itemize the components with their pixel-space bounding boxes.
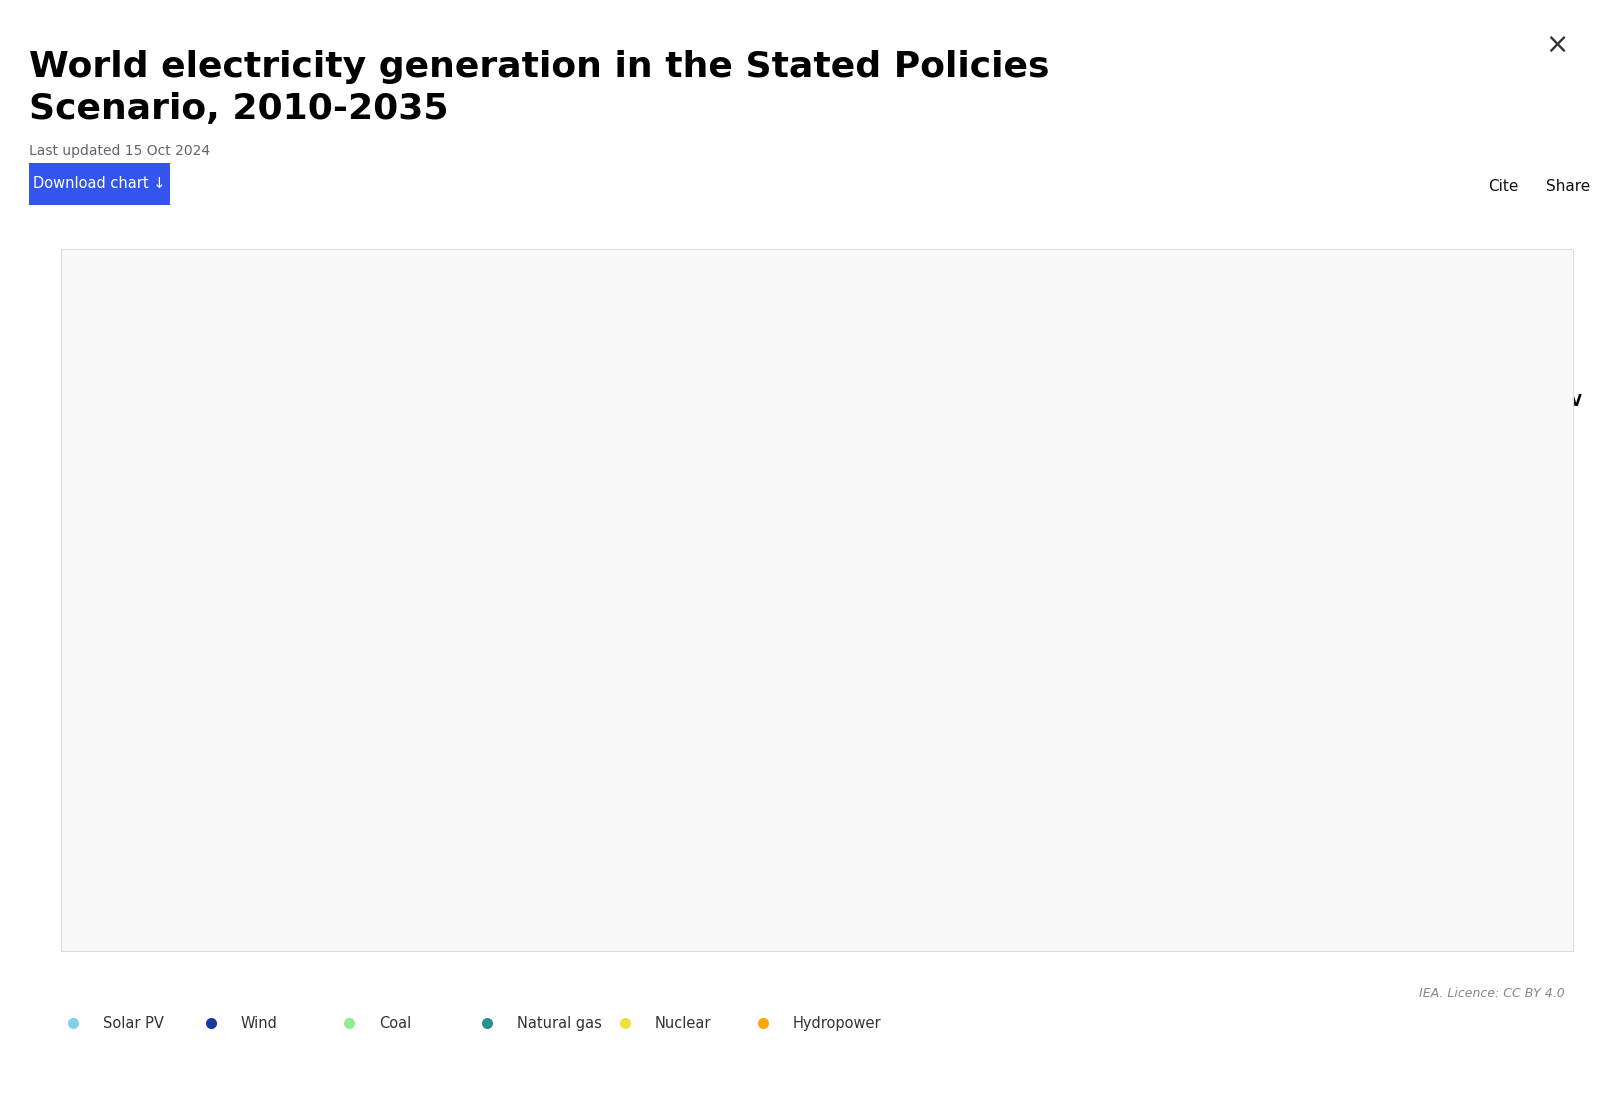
Text: Hydropower: Hydropower — [1472, 670, 1573, 685]
Text: Coal: Coal — [379, 1015, 411, 1031]
FancyBboxPatch shape — [29, 163, 170, 205]
Text: ×: × — [1544, 31, 1568, 59]
Text: Natural gas: Natural gas — [683, 595, 779, 609]
Text: Wind: Wind — [330, 876, 371, 891]
Text: Share: Share — [1546, 179, 1590, 195]
Text: Hydropower: Hydropower — [794, 1015, 882, 1031]
Text: World electricity generation in the Stated Policies
Scenario, 2010-2035: World electricity generation in the Stat… — [29, 50, 1050, 126]
Text: Natural gas: Natural gas — [517, 1015, 602, 1031]
Text: Nuclear: Nuclear — [982, 775, 1046, 790]
Text: Coal: Coal — [330, 442, 365, 458]
Text: Solar PV: Solar PV — [102, 1015, 163, 1031]
Text: Wind: Wind — [242, 1015, 278, 1031]
Text: thousand TWh: thousand TWh — [82, 267, 178, 280]
Text: Download chart ↓: Download chart ↓ — [34, 176, 165, 191]
Text: IEA. Licence: CC BY 4.0: IEA. Licence: CC BY 4.0 — [1419, 987, 1565, 1000]
Text: Last updated 15 Oct 2024: Last updated 15 Oct 2024 — [29, 144, 210, 158]
Text: Cite: Cite — [1488, 179, 1518, 195]
Text: Solar PV: Solar PV — [1512, 394, 1582, 409]
Text: Nuclear: Nuclear — [654, 1015, 712, 1031]
